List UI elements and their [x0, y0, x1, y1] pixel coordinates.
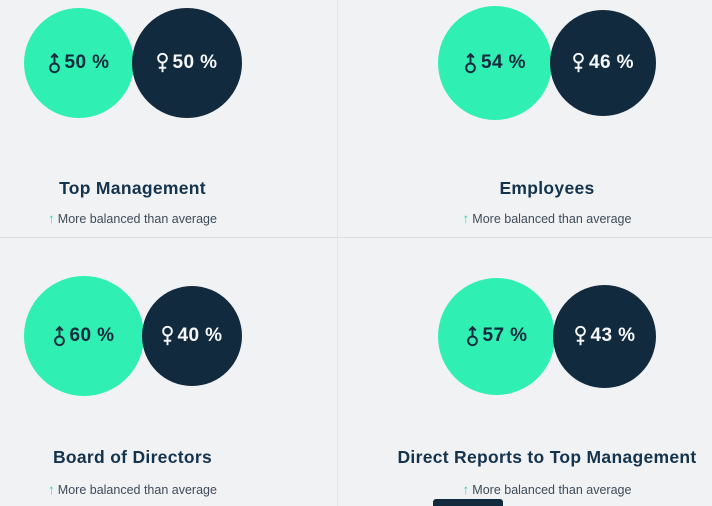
- male-percentage-label: 50 %: [64, 52, 110, 73]
- female-share-circle: 50 %: [131, 8, 242, 118]
- cutoff-dark-element: [433, 499, 503, 506]
- card-title: Employees: [499, 178, 595, 198]
- stat-card-direct-reports: 57 % 43 % Direct Reports to Top Manageme…: [338, 238, 712, 506]
- card-content: 50 % 50 % Top Management ↑ More balanced …: [0, 0, 301, 237]
- male-percentage-label: 60 %: [69, 325, 115, 346]
- female-share-circle: 43 %: [553, 284, 656, 388]
- male-percentage: 57 %: [466, 325, 528, 347]
- card-content: 57 % 43 % Direct Reports to Top Manageme…: [360, 238, 712, 506]
- male-icon: [53, 325, 66, 347]
- male-share-circle: 57 %: [438, 277, 555, 395]
- stat-card-top-management: 50 % 50 % Top Management ↑ More balanced …: [0, 0, 338, 238]
- female-icon: [161, 325, 174, 347]
- trend-note: ↑ More balanced than average: [360, 482, 712, 497]
- trend-note-text: More balanced than average: [57, 483, 217, 497]
- female-percentage: 43 %: [574, 325, 636, 347]
- male-percentage-label: 57 %: [482, 325, 528, 346]
- male-icon: [466, 325, 479, 347]
- trend-note-text: More balanced than average: [57, 212, 217, 226]
- female-percentage-label: 40 %: [177, 325, 223, 346]
- trend-note-text: More balanced than average: [472, 212, 632, 226]
- trend-note-text: More balanced than average: [472, 483, 632, 497]
- female-percentage: 40 %: [161, 325, 223, 347]
- trend-note: ↑ More balanced than average: [0, 211, 301, 226]
- stat-card-board-of-directors: 60 % 40 % Board of Directors ↑ More balan…: [0, 238, 338, 506]
- male-share-circle: 60 %: [23, 276, 144, 396]
- female-icon: [572, 52, 585, 74]
- card-title: Board of Directors: [52, 447, 213, 467]
- female-icon: [574, 325, 587, 347]
- card-content: 54 % 46 % Employees ↑ More balanced than …: [360, 0, 712, 237]
- female-share-circle: 40 %: [141, 286, 242, 386]
- stat-card-employees: 54 % 46 % Employees ↑ More balanced than …: [338, 0, 712, 238]
- trend-up-icon: ↑: [462, 482, 470, 497]
- trend-up-icon: ↑: [48, 211, 55, 226]
- female-percentage-label: 43 %: [590, 325, 636, 346]
- trend-up-icon: ↑: [48, 482, 55, 497]
- trend-note: ↑ More balanced than average: [0, 482, 301, 497]
- card-title: Direct Reports to Top Management: [397, 447, 697, 467]
- male-percentage-label: 54 %: [481, 52, 526, 73]
- female-percentage: 50 %: [156, 52, 218, 74]
- male-icon: [48, 52, 61, 74]
- female-percentage-label: 46 %: [589, 52, 634, 73]
- male-percentage: 50 %: [48, 52, 110, 74]
- male-icon: [464, 52, 477, 74]
- card-title: Top Management: [59, 178, 206, 198]
- female-icon: [156, 52, 169, 74]
- card-content: 60 % 40 % Board of Directors ↑ More balan…: [0, 238, 301, 506]
- female-percentage: 46 %: [572, 52, 634, 74]
- male-share-circle: 50 %: [23, 8, 134, 118]
- female-percentage-label: 50 %: [172, 52, 218, 73]
- trend-note: ↑ More balanced than average: [360, 211, 712, 226]
- trend-up-icon: ↑: [462, 211, 470, 226]
- female-share-circle: 46 %: [550, 10, 656, 116]
- male-percentage: 60 %: [53, 325, 115, 347]
- male-share-circle: 54 %: [438, 6, 552, 120]
- male-percentage: 54 %: [464, 52, 526, 74]
